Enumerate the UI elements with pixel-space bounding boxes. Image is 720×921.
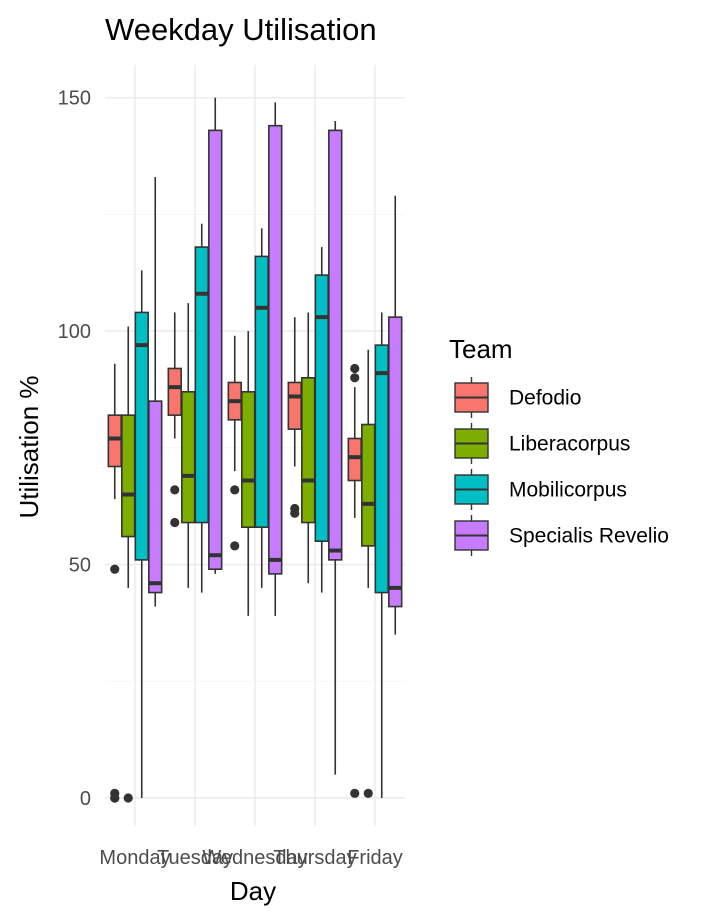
box-specialis-revelio [268,102,283,616]
box-iqr [347,437,362,482]
box-iqr [314,274,329,543]
box-mobilicorpus [314,247,329,593]
box-liberacorpus [121,326,136,803]
box-iqr [254,255,269,529]
x-axis-title: Day [230,876,276,906]
outlier-point [170,517,180,528]
box-defodio [167,312,182,528]
outlier-point [230,485,240,495]
box-iqr [361,423,376,547]
box-iqr [287,381,302,430]
outlier-point [350,788,360,798]
boxplots [107,97,403,803]
y-axis-title: Utilisation % [14,375,44,518]
y-axis-ticks: 0 50 100 150 [58,88,91,810]
outlier-point [230,541,240,551]
x-tick-label: Tuesday [157,847,233,869]
x-tick-label: Thursday [273,847,356,869]
outlier-point [290,508,300,518]
box-iqr [107,414,122,468]
legend-label: Defodio [509,387,581,410]
legend-label: Specialis Revelio [509,525,669,548]
outlier-point [363,788,373,798]
box-iqr [374,344,389,594]
box-iqr [181,391,196,524]
legend-item-specialis-revelio: Specialis Revelio [454,515,669,556]
box-liberacorpus [241,331,256,616]
legend-item-liberacorpus: Liberacorpus [454,423,630,464]
box-iqr [301,377,316,524]
box-liberacorpus [361,349,376,798]
box-iqr [134,311,149,561]
y-tick-label: 150 [58,88,91,110]
outlier-point [350,363,360,374]
y-tick-label: 0 [80,788,91,810]
box-specialis-revelio [328,121,343,775]
box-specialis-revelio [208,97,223,574]
x-tick-label: Wednesday [202,847,307,869]
box-specialis-revelio [388,195,403,635]
legend-label: Liberacorpus [509,433,630,456]
box-iqr [208,129,223,571]
outlier-point [123,793,133,803]
legend-title: Team [449,334,513,364]
outlier-point [110,564,120,574]
box-iqr [148,400,163,594]
box-specialis-revelio [148,177,163,607]
box-iqr [167,367,182,416]
box-iqr [268,124,283,575]
chart-title: Weekday Utilisation [105,12,377,47]
outlier-point [170,485,180,495]
box-iqr [328,129,343,561]
legend: Team Defodio Liberacorpus Mobilicorpus Spec… [449,334,669,556]
x-tick-label: Monday [99,847,170,869]
y-tick-label: 100 [58,321,91,343]
outlier-point [110,793,120,803]
legend-item-defodio: Defodio [454,377,581,418]
legend-item-mobilicorpus: Mobilicorpus [454,469,627,510]
box-iqr [241,391,256,529]
x-tick-label: Friday [347,847,403,869]
outlier-point [350,373,360,383]
box-iqr [194,246,209,524]
y-tick-label: 50 [69,555,91,577]
box-iqr [121,414,136,538]
box-iqr [388,316,403,608]
legend-label: Mobilicorpus [509,479,627,502]
box-defodio [107,363,122,803]
